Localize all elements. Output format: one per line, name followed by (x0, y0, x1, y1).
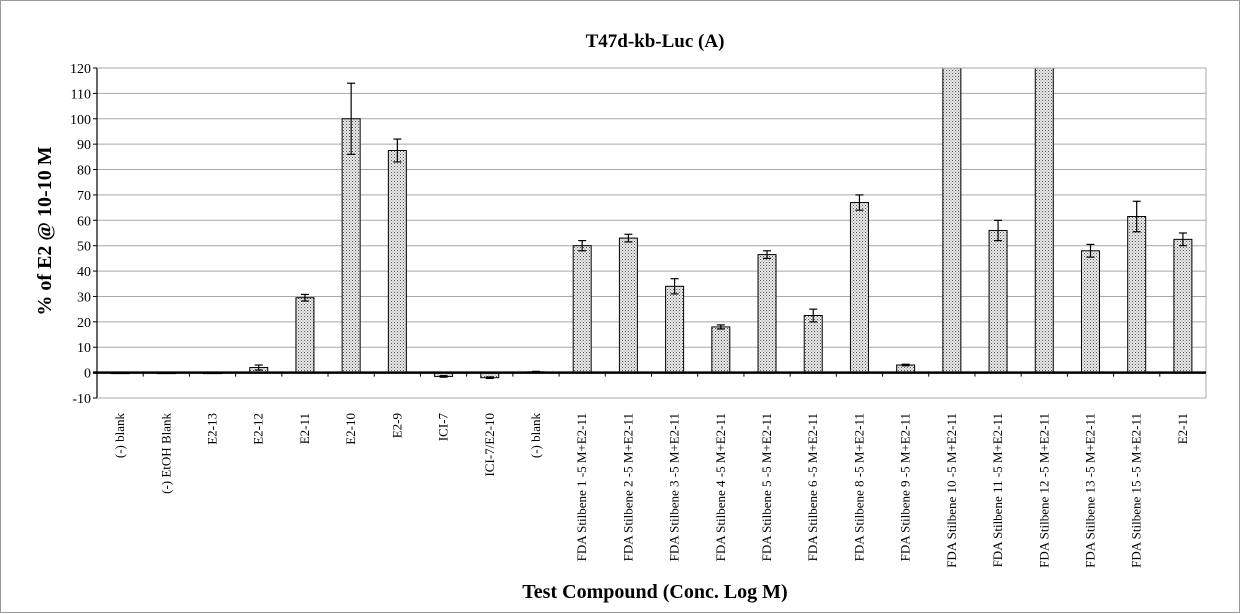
bar (849, 202, 869, 374)
x-category-label: (-) blank (528, 413, 543, 459)
x-category-label: (-) blank (112, 413, 127, 459)
x-category-label: FDA Stilbene 9 -5 M+E2-11 (898, 413, 913, 561)
x-category-label: FDA Stilbene 10 -5 M+E2-11 (944, 413, 959, 568)
bar (711, 326, 731, 374)
y-axis-title: % of E2 @ 10-10 M (34, 146, 56, 315)
x-category-label: FDA Stilbene 13 -5 M+E2-11 (1082, 413, 1097, 568)
error-bars (254, 82, 1187, 380)
x-category-label: ICI-7/E2-10 (482, 413, 497, 477)
y-tick-label: 0 (84, 367, 91, 382)
bar (665, 285, 685, 374)
y-tick-label: 40 (77, 265, 91, 280)
x-category-label: E2-9 (389, 413, 404, 438)
y-tick-label: 60 (77, 214, 91, 229)
bar (988, 229, 1008, 374)
y-tick-label: -10 (72, 392, 91, 407)
x-category-label: E2-11 (1175, 413, 1190, 444)
y-tick-label: 90 (77, 138, 91, 153)
x-category-label: E2-10 (343, 413, 358, 445)
bar (572, 245, 592, 374)
bar (757, 254, 777, 374)
x-category-label: FDA Stilbene 4 -5 M+E2-11 (713, 413, 728, 561)
x-category-label: FDA Stilbene 1 -5 M+E2-11 (574, 413, 589, 561)
chart-title: T47d-kb-Luc (A) (586, 31, 725, 52)
x-category-label: FDA Stilbene 11 -5 M+E2-11 (990, 413, 1005, 567)
bar (618, 237, 638, 374)
bar (1173, 238, 1193, 374)
x-category-label: FDA Stilbene 12 -5 M+E2-11 (1036, 413, 1051, 568)
x-category-labels: (-) blank (-) EtOH Blank E2-13 E2-12 E2-11 E2… (112, 413, 1190, 568)
x-category-label: (-) EtOH Blank (158, 413, 173, 494)
axes (93, 67, 1207, 399)
bar (295, 297, 315, 374)
x-category-label: ICI-7 (436, 413, 451, 442)
y-tick-label: 20 (77, 316, 91, 331)
bar (1127, 216, 1147, 374)
y-tick-label: 110 (71, 87, 91, 102)
y-tick-label: 50 (77, 240, 91, 255)
x-axis-title: Test Compound (Conc. Log M) (522, 581, 787, 603)
x-category-label: E2-13 (205, 413, 220, 445)
bar (341, 118, 361, 374)
x-category-label: FDA Stilbene 15 -5 M+E2-11 (1129, 413, 1144, 568)
y-tick-labels: -10 0 10 20 30 40 50 60 70 80 90 100 110 120 (70, 62, 97, 407)
bar (387, 150, 407, 374)
x-category-label: FDA Stilbene 2 -5 M+E2-11 (620, 413, 635, 561)
x-category-label: FDA Stilbene 8 -5 M+E2-11 (851, 413, 866, 561)
bars (110, 67, 1193, 379)
x-category-label: FDA Stilbene 6 -5 M+E2-11 (805, 413, 820, 561)
y-tick-label: 30 (77, 290, 91, 305)
y-tick-label: 120 (70, 62, 91, 77)
bar (1080, 250, 1100, 374)
y-tick-label: 10 (77, 341, 91, 356)
bar (1034, 67, 1054, 374)
x-category-label: FDA Stilbene 5 -5 M+E2-11 (759, 413, 774, 561)
bar (942, 67, 962, 374)
y-tick-label: 80 (77, 164, 91, 179)
y-tick-label: 70 (77, 189, 91, 204)
x-category-label: E2-12 (251, 413, 266, 445)
bar (803, 315, 823, 374)
x-category-label: E2-11 (297, 413, 312, 444)
y-tick-label: 100 (70, 113, 91, 128)
x-category-label: FDA Stilbene 3 -5 M+E2-11 (667, 413, 682, 561)
